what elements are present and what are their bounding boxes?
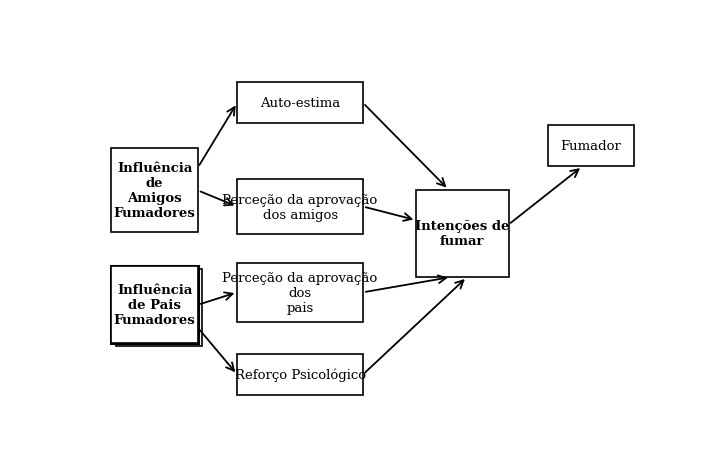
Text: Perceção da aprovação
dos amigos: Perceção da aprovação dos amigos <box>222 193 378 221</box>
Text: Fumador: Fumador <box>560 140 622 153</box>
Text: Influência
de
Amigos
Fumadores: Influência de Amigos Fumadores <box>114 162 196 220</box>
Text: Influência
de Pais
Fumadores: Influência de Pais Fumadores <box>114 284 196 326</box>
Bar <box>111 267 198 344</box>
Text: Auto-estima: Auto-estima <box>260 97 340 110</box>
Bar <box>237 180 363 235</box>
Bar <box>237 354 363 395</box>
Bar <box>111 149 198 233</box>
Bar <box>237 83 363 124</box>
Bar <box>237 263 363 322</box>
Bar <box>111 267 198 344</box>
Text: Intenções de
fumar: Intenções de fumar <box>415 220 510 248</box>
Bar <box>116 269 202 346</box>
Text: Perceção da aprovação
dos
pais: Perceção da aprovação dos pais <box>222 271 378 314</box>
Bar <box>548 126 635 167</box>
Bar <box>416 190 508 277</box>
Text: Reforço Psicológico: Reforço Psicológico <box>235 368 365 382</box>
